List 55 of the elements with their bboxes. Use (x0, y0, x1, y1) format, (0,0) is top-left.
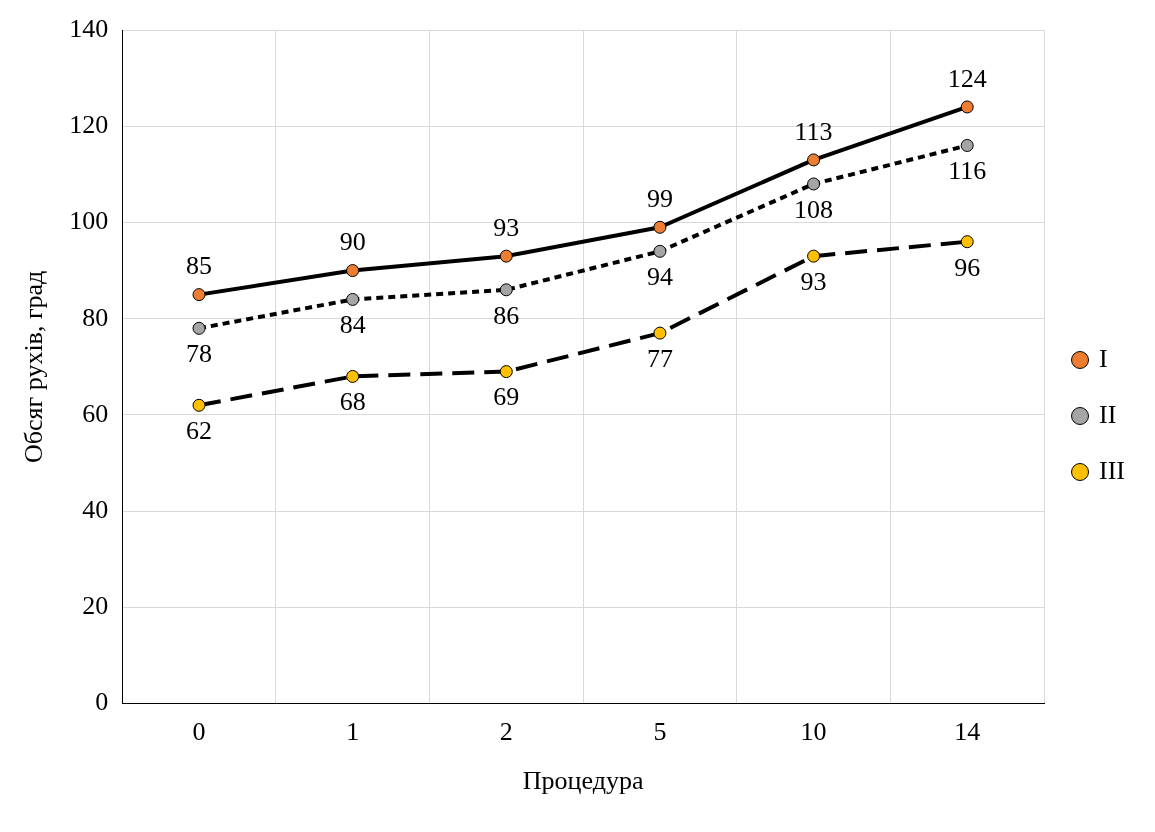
y-tick-label: 40 (82, 494, 109, 524)
point (346, 369, 360, 383)
data-label: 85 (186, 251, 213, 281)
data-label: 77 (646, 343, 673, 373)
point (499, 283, 513, 297)
y-tick-label: 60 (82, 398, 109, 428)
y-tick-label: 20 (82, 591, 109, 621)
data-label: 108 (794, 194, 834, 224)
y-tick-label: 100 (69, 206, 109, 236)
point (807, 249, 821, 263)
data-label: 86 (493, 300, 520, 330)
point (346, 264, 360, 278)
data-label: 93 (493, 212, 520, 242)
data-label: 93 (800, 266, 827, 296)
data-label: 68 (339, 387, 366, 417)
point (346, 292, 360, 306)
point (499, 249, 513, 263)
x-tick-label: 0 (192, 717, 206, 747)
legend-label: I (1099, 343, 1108, 373)
point (499, 365, 513, 379)
y-tick-label: 140 (69, 13, 109, 43)
data-label: 99 (646, 184, 673, 214)
point (192, 288, 206, 302)
y-tick-label: 120 (69, 110, 109, 140)
data-label: 62 (186, 416, 213, 446)
x-tick-label: 10 (800, 717, 827, 747)
data-label: 116 (948, 156, 987, 186)
legend-label: II (1099, 399, 1117, 429)
data-label: 69 (493, 382, 520, 412)
data-label: 94 (646, 262, 673, 292)
legend-label: III (1099, 455, 1126, 485)
point (653, 326, 667, 340)
x-axis-title: Процедура (522, 766, 644, 796)
y-tick-label: 80 (82, 302, 109, 332)
point (653, 244, 667, 258)
point (960, 100, 974, 114)
data-label: 84 (339, 310, 366, 340)
point (960, 138, 974, 152)
data-label: 78 (186, 339, 213, 369)
y-tick-label: 0 (95, 687, 109, 717)
point (960, 235, 974, 249)
data-label: 124 (947, 63, 987, 93)
point (807, 177, 821, 191)
data-label: 113 (794, 116, 833, 146)
point (653, 220, 667, 234)
x-tick-label: 1 (346, 717, 360, 747)
y-axis-title: Обсяг рухів, град (19, 270, 49, 463)
point (192, 398, 206, 412)
x-tick-label: 5 (653, 717, 667, 747)
data-label: 90 (339, 227, 366, 257)
x-tick-label: 2 (499, 717, 513, 747)
point (807, 153, 821, 167)
x-tick-label: 14 (954, 717, 981, 747)
point (192, 321, 206, 335)
data-label: 96 (954, 252, 981, 282)
